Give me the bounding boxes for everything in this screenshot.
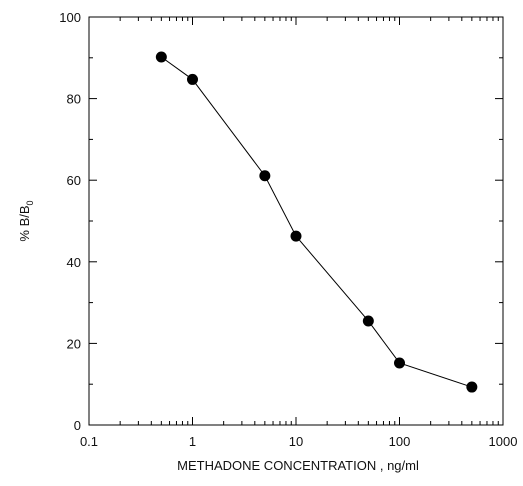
x-tick-label: 10 <box>289 434 303 449</box>
x-axis-ticks: 0.1 1 10 100 1000 <box>80 17 518 449</box>
data-point <box>466 381 478 393</box>
y-tick-label: 40 <box>67 255 81 270</box>
x-tick-label: 100 <box>389 434 411 449</box>
data-point <box>362 315 374 327</box>
x-tick-label: 0.1 <box>80 434 98 449</box>
y-tick-label: 0 <box>74 418 81 433</box>
y-tick-label: 80 <box>67 92 81 107</box>
x-axis-title: METHADONE CONCENTRATION , ng/ml <box>177 458 419 473</box>
data-point <box>394 357 405 369</box>
data-point <box>155 51 167 63</box>
series-line <box>161 56 472 388</box>
series-line-group <box>161 56 472 388</box>
data-point <box>259 170 271 182</box>
y-axis-title-main: % B/B <box>17 205 32 241</box>
data-point <box>290 230 302 242</box>
y-axis-ticks: 0 20 40 60 80 100 <box>59 10 503 433</box>
y-axis-title: % B/B0 <box>17 200 35 241</box>
y-tick-label: 60 <box>67 173 81 188</box>
plot-frame <box>88 16 504 426</box>
y-axis-title-group: % B/B0 <box>17 200 35 241</box>
x-tick-label: 1000 <box>489 434 518 449</box>
series-points-group <box>155 51 478 393</box>
x-tick-label: 1 <box>189 434 196 449</box>
y-tick-label: 20 <box>67 336 81 351</box>
y-axis-title-subscript: 0 <box>25 200 35 205</box>
data-point <box>187 73 198 85</box>
y-tick-label: 100 <box>59 10 81 25</box>
